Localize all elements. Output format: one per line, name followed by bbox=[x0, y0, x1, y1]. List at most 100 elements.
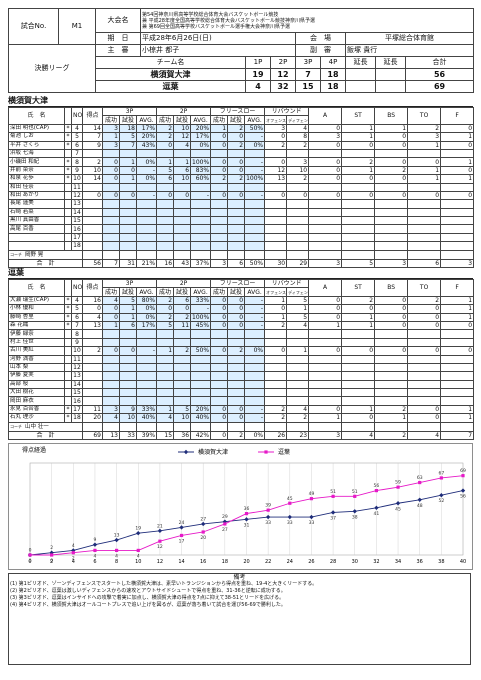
coach-label: コーチ bbox=[10, 423, 22, 429]
stat-cell: 10 bbox=[173, 123, 192, 134]
data-label: 27 bbox=[222, 527, 228, 533]
jersey-no: 17 bbox=[71, 232, 83, 243]
jersey-no: 14 bbox=[71, 379, 83, 390]
x-tick-label: 22 bbox=[265, 559, 271, 565]
stat-cell bbox=[119, 396, 137, 406]
stat-cell bbox=[173, 207, 192, 218]
stat-cell bbox=[227, 329, 246, 339]
stat-cell: 5 bbox=[286, 312, 310, 322]
data-label: 21 bbox=[157, 523, 163, 529]
x-tick-label: 18 bbox=[222, 559, 228, 565]
stat-cell bbox=[173, 216, 192, 226]
stat-cell: 0 bbox=[102, 174, 120, 184]
player-name: 和田 佳奈 bbox=[8, 182, 65, 192]
marker bbox=[439, 476, 443, 480]
stat-cell bbox=[156, 207, 175, 218]
stat-cell bbox=[210, 396, 229, 406]
stat-cell bbox=[244, 379, 266, 390]
stat-cell bbox=[308, 232, 343, 243]
stat-cell: 7 bbox=[82, 132, 103, 142]
starter-mark bbox=[64, 216, 72, 226]
stat-cell bbox=[82, 396, 103, 406]
legend-label: 逗葉 bbox=[278, 448, 290, 456]
jersey-no: 10 bbox=[71, 346, 83, 356]
stat-cell bbox=[82, 216, 103, 226]
stat-cell bbox=[173, 329, 192, 339]
stat-cell: 2 bbox=[156, 123, 175, 134]
jersey-no: 4 bbox=[71, 295, 83, 306]
stat-cell: 1 bbox=[341, 123, 376, 134]
stat-cell: 0 bbox=[374, 157, 409, 167]
stat-cell bbox=[308, 354, 343, 364]
sub-header: 試投 bbox=[119, 287, 137, 297]
tournament-line: 第54回神奈川県高等学校総合体育大会バスケットボール競技 bbox=[142, 11, 279, 18]
stat-cell bbox=[102, 199, 120, 209]
stat-cell: 7 bbox=[119, 140, 137, 150]
data-label: 69 bbox=[460, 468, 466, 474]
stat-cell bbox=[156, 388, 175, 398]
player-row: 永見 百合香 * 17 11 3 9 33% 1 5 20% 0 0-2 4 0 1 2 0 1 bbox=[8, 404, 475, 415]
stat-cell: 33% bbox=[190, 295, 212, 306]
starter-mark: * bbox=[64, 165, 72, 176]
stat-cell: 0 bbox=[210, 190, 229, 201]
marker bbox=[71, 551, 75, 555]
stat-cell bbox=[173, 396, 192, 406]
stat-cell bbox=[82, 354, 103, 364]
header-row: 決勝リーグ 主 審 小椋井 都子 副 審 飯塚 貴行 bbox=[8, 44, 475, 93]
stat-cell bbox=[440, 388, 475, 398]
total-cell: 37% bbox=[190, 258, 212, 269]
stat-cell bbox=[440, 224, 475, 234]
x-tick-label: 28 bbox=[330, 559, 336, 565]
data-label: 0 bbox=[29, 558, 32, 564]
stat-cell: 0 bbox=[440, 140, 475, 150]
total-cell: 3 bbox=[374, 258, 409, 269]
stat-cell bbox=[102, 329, 120, 339]
stat-cell: 1 bbox=[264, 312, 288, 322]
stat-cell bbox=[135, 388, 158, 398]
stat-cell bbox=[156, 182, 175, 192]
starter-mark: * bbox=[64, 140, 72, 150]
empty-cell bbox=[173, 421, 192, 432]
stat-cell: 4 bbox=[286, 123, 310, 134]
stat-cell bbox=[440, 379, 475, 390]
stat-cell: 2 bbox=[264, 140, 288, 150]
header-row: チーム名 1P 2P 3P 4P 延長 延長 合計 bbox=[9, 56, 475, 69]
stat-cell: 4 bbox=[156, 413, 175, 423]
empty-cell bbox=[135, 249, 158, 260]
stat-cell bbox=[308, 148, 343, 159]
stat-cell bbox=[407, 388, 442, 398]
stat-cell bbox=[173, 232, 192, 243]
stat-cell bbox=[227, 337, 246, 348]
sub-header: オフェンス bbox=[264, 287, 288, 297]
total-cell: 7 bbox=[440, 430, 475, 441]
stat-cell bbox=[244, 207, 266, 218]
stat-cell bbox=[244, 232, 266, 243]
stat-cell bbox=[156, 232, 175, 243]
data-label: 59 bbox=[395, 480, 401, 486]
player-row: 黒川 真由香 15 bbox=[8, 216, 475, 226]
player-name: 伊藤 緑奈 bbox=[8, 329, 65, 339]
stat-cell bbox=[264, 241, 288, 251]
stat-cell bbox=[440, 216, 475, 226]
marker bbox=[244, 512, 249, 516]
stat-cell: 5 bbox=[119, 132, 137, 142]
group-header: フリースロー bbox=[210, 278, 266, 289]
data-label: 33 bbox=[309, 520, 315, 526]
stat-cell: 0 bbox=[308, 157, 343, 167]
stat-cell bbox=[286, 379, 310, 390]
stat-cell bbox=[190, 396, 212, 406]
starter-mark: * bbox=[64, 312, 72, 322]
stat-cell bbox=[173, 379, 192, 390]
stat-cell: 1 bbox=[156, 346, 175, 356]
stat-cell bbox=[135, 329, 158, 339]
stat-cell bbox=[82, 329, 103, 339]
stat-cell bbox=[341, 216, 376, 226]
stat-cell bbox=[173, 337, 192, 348]
data-label: 4 bbox=[72, 543, 75, 549]
stat-cell: 4 bbox=[286, 404, 310, 415]
stat-cell: 1 bbox=[440, 312, 475, 322]
player-name: 平井 さくら bbox=[8, 140, 65, 150]
starter-mark bbox=[64, 224, 72, 234]
stat-cell: 2 bbox=[82, 346, 103, 356]
